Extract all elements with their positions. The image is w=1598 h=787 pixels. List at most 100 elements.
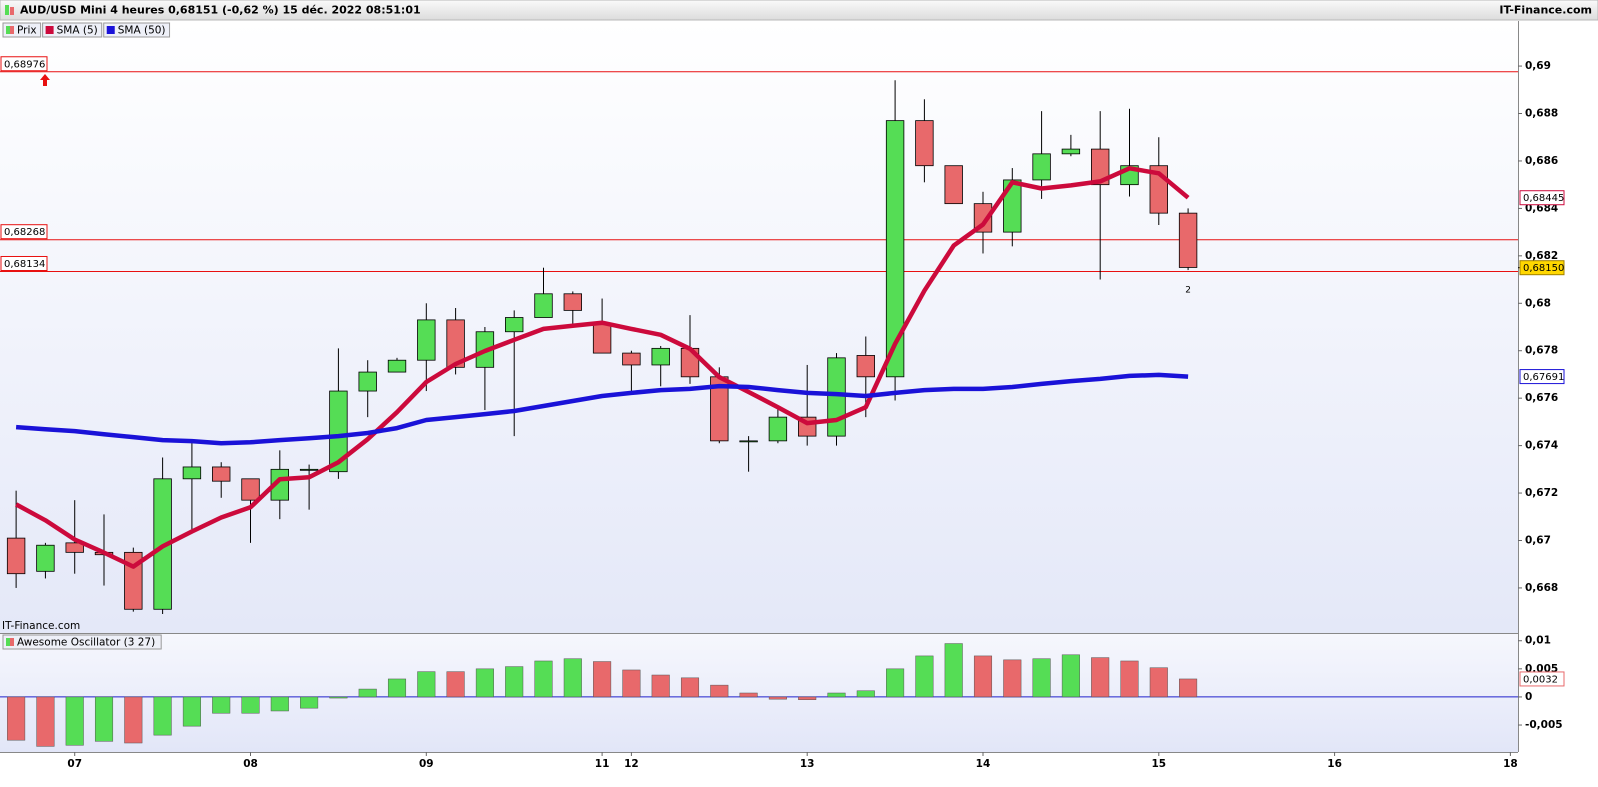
legend-label: SMA (50) — [118, 25, 166, 37]
y-tick-label: 0,682 — [1525, 250, 1558, 262]
oscillator-bar — [886, 668, 905, 698]
last-price-label-box — [1519, 260, 1565, 276]
oscillator-bar — [1032, 658, 1051, 698]
header-bar — [0, 0, 1598, 21]
signal-arrow — [40, 74, 50, 86]
oscillator-bar — [827, 692, 846, 698]
oscillator-last-label-box — [1519, 671, 1565, 687]
candle-body — [768, 416, 788, 442]
oscillator-bar — [475, 668, 494, 698]
y-tick-label: 0,69 — [1525, 60, 1551, 72]
y-tick-label: -0,005 — [1525, 719, 1563, 731]
legend-swatch — [106, 26, 115, 34]
candle-body — [1061, 148, 1081, 155]
oscillator-bar — [1003, 659, 1022, 698]
sma-line — [15, 166, 1190, 569]
candle-body — [592, 324, 612, 354]
candle-body — [387, 359, 407, 373]
y-tick-label: 0,668 — [1525, 582, 1558, 594]
oscillator-bar — [417, 671, 436, 698]
oscillator-bar — [36, 696, 55, 747]
candle-body — [856, 355, 875, 378]
oscillator-bar — [768, 696, 787, 700]
series-last-label: 0,68445 — [1523, 193, 1564, 204]
candle-body — [563, 293, 582, 311]
oscillator-bar — [505, 666, 524, 698]
oscillator-bar — [651, 674, 670, 698]
y-tick-label: 0 — [1525, 691, 1532, 703]
oscillator-bar — [65, 696, 84, 746]
y-tick-label: 0,672 — [1525, 487, 1558, 499]
oscillator-bar — [1061, 654, 1080, 698]
y-tick-label: 0,01 — [1525, 635, 1551, 647]
x-tick-label: 12 — [624, 758, 639, 770]
candle-body — [534, 293, 553, 318]
candle-body — [885, 120, 905, 378]
level-label-box — [0, 56, 48, 72]
header-source: IT-Finance.com — [1499, 4, 1592, 17]
oscillator-bar — [182, 696, 201, 727]
candle-body — [1032, 153, 1051, 181]
x-tick-label: 15 — [1151, 758, 1166, 770]
candle-body — [827, 357, 846, 437]
oscillator-bar — [329, 696, 348, 699]
legend-label: SMA (5) — [57, 25, 98, 37]
series-last-label-box — [1519, 190, 1565, 206]
candle-body — [358, 371, 377, 392]
candle-body — [944, 165, 963, 205]
last-price-label: 0,68150 — [1523, 263, 1564, 274]
candle-body — [299, 468, 319, 471]
oscillator-bar — [593, 661, 612, 698]
candle-body — [505, 317, 524, 333]
watermark: IT-Finance.com — [2, 620, 80, 632]
oscillator-bar — [7, 696, 26, 741]
price-panel — [0, 21, 1518, 633]
oscillator-bar — [446, 671, 465, 698]
candle-body — [1003, 179, 1022, 233]
oscillator-bar — [241, 696, 260, 714]
candle-body — [622, 352, 641, 366]
candle-body — [417, 319, 436, 361]
x-tick-label: 11 — [595, 758, 610, 770]
x-tick-label: 18 — [1503, 758, 1518, 770]
legend-swatch — [6, 26, 10, 34]
oscillator-bar — [300, 696, 319, 709]
candle-body — [241, 478, 260, 501]
y-tick-label: 0,688 — [1525, 108, 1558, 120]
annotation: 2 — [1185, 286, 1191, 296]
oscillator-bar — [710, 684, 729, 698]
legend-swatch — [10, 26, 14, 34]
x-tick-label: 07 — [67, 758, 82, 770]
oscillator-bar — [944, 643, 963, 698]
oscillator-bar — [1179, 678, 1198, 698]
level-label: 0,68268 — [4, 227, 45, 238]
oscillator-last-label: 0,0032 — [1523, 674, 1558, 685]
oscillator-bar — [563, 658, 582, 698]
level-label: 0,68976 — [4, 59, 45, 70]
oscillator-bar — [358, 688, 377, 698]
x-tick-label: 16 — [1327, 758, 1342, 770]
oscillator-bar — [856, 690, 875, 698]
oscillator-bar — [915, 655, 934, 698]
level-label: 0,68134 — [4, 259, 45, 270]
legend-swatch — [45, 26, 54, 34]
candle-body — [915, 120, 934, 167]
oscillator-bar — [212, 696, 231, 714]
header-icon — [10, 7, 14, 15]
header-icon — [5, 5, 9, 15]
y-tick-label: 0,676 — [1525, 392, 1558, 404]
y-tick-label: 0,684 — [1525, 202, 1558, 214]
legend-swatch — [10, 638, 14, 646]
candle-body — [36, 544, 55, 572]
oscillator-bar — [1149, 667, 1168, 698]
oscillator-bar — [153, 696, 172, 736]
candle-body — [6, 537, 26, 575]
oscillator-bar — [798, 696, 817, 700]
candle-body — [446, 319, 465, 368]
x-tick-label: 09 — [419, 758, 434, 770]
candle-body — [182, 466, 202, 480]
x-tick-label: 08 — [243, 758, 258, 770]
legend-box — [103, 22, 171, 38]
legend-label: Prix — [17, 25, 37, 37]
